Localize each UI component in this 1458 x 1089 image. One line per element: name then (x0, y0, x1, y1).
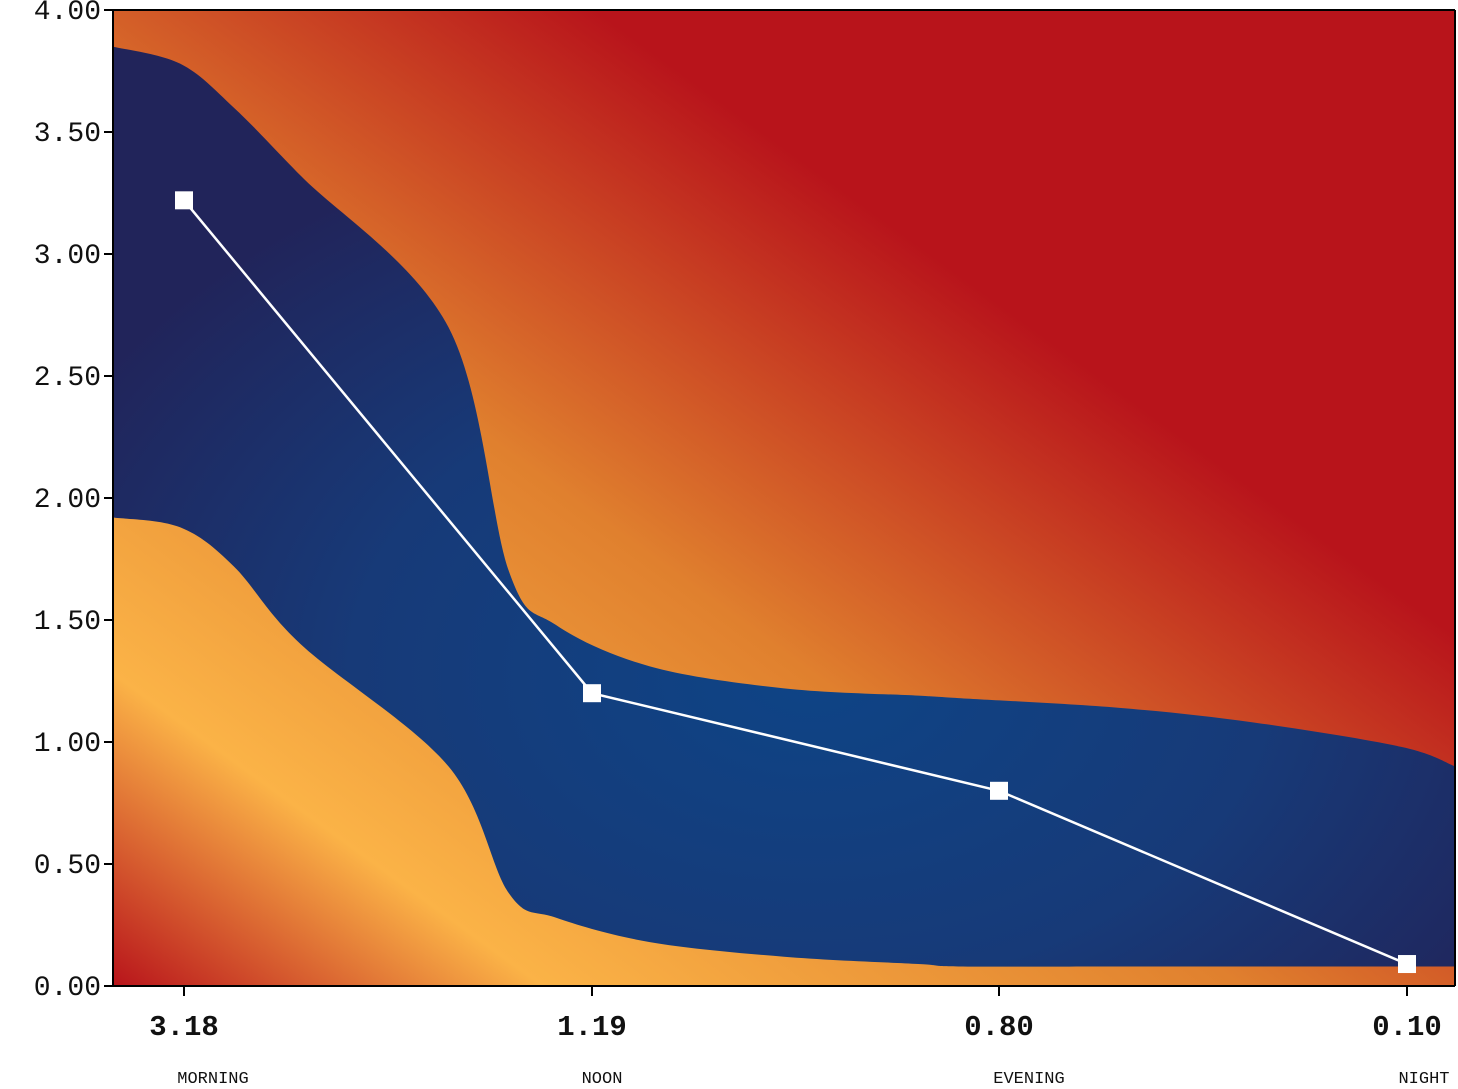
y-tick-label: 0.50 (34, 851, 101, 882)
plot-area (113, 10, 1455, 986)
x-tick-label: 1.19 (557, 1011, 627, 1044)
y-tick-label: 3.00 (34, 241, 101, 272)
category-label: NIGHT (1398, 1070, 1449, 1089)
x-tick-label: 3.18 (149, 1011, 219, 1044)
series-line (183, 199, 1408, 966)
y-tick-label: 2.50 (34, 363, 101, 394)
y-axis: 0.00 0.50 1.00 1.50 2.00 2.50 3.00 3.50 4.00 (34, 0, 113, 1004)
x-tick-label: 0.80 (964, 1011, 1034, 1044)
series-marker (990, 781, 1008, 800)
y-tick-label: 1.00 (34, 729, 101, 760)
x-tick-label: 0.10 (1372, 1011, 1442, 1044)
series-marker (1398, 955, 1416, 974)
y-tick-label: 3.50 (34, 119, 101, 150)
x-axis: 3.18 MORNING 1.19 NOON 0.80 EVENING 0.10 NIGHT (149, 986, 1450, 1089)
series-markers (175, 191, 1416, 974)
category-label: MORNING (177, 1070, 248, 1089)
series-marker (175, 191, 193, 210)
y-tick-label: 2.00 (34, 485, 101, 516)
y-tick-label: 4.00 (34, 0, 101, 28)
y-tick-label: 1.50 (34, 607, 101, 638)
band-area (113, 46, 1455, 967)
category-label: NOON (582, 1070, 623, 1089)
category-label: EVENING (993, 1070, 1064, 1089)
series-marker (583, 684, 601, 703)
y-tick-label: 0.00 (34, 973, 101, 1004)
